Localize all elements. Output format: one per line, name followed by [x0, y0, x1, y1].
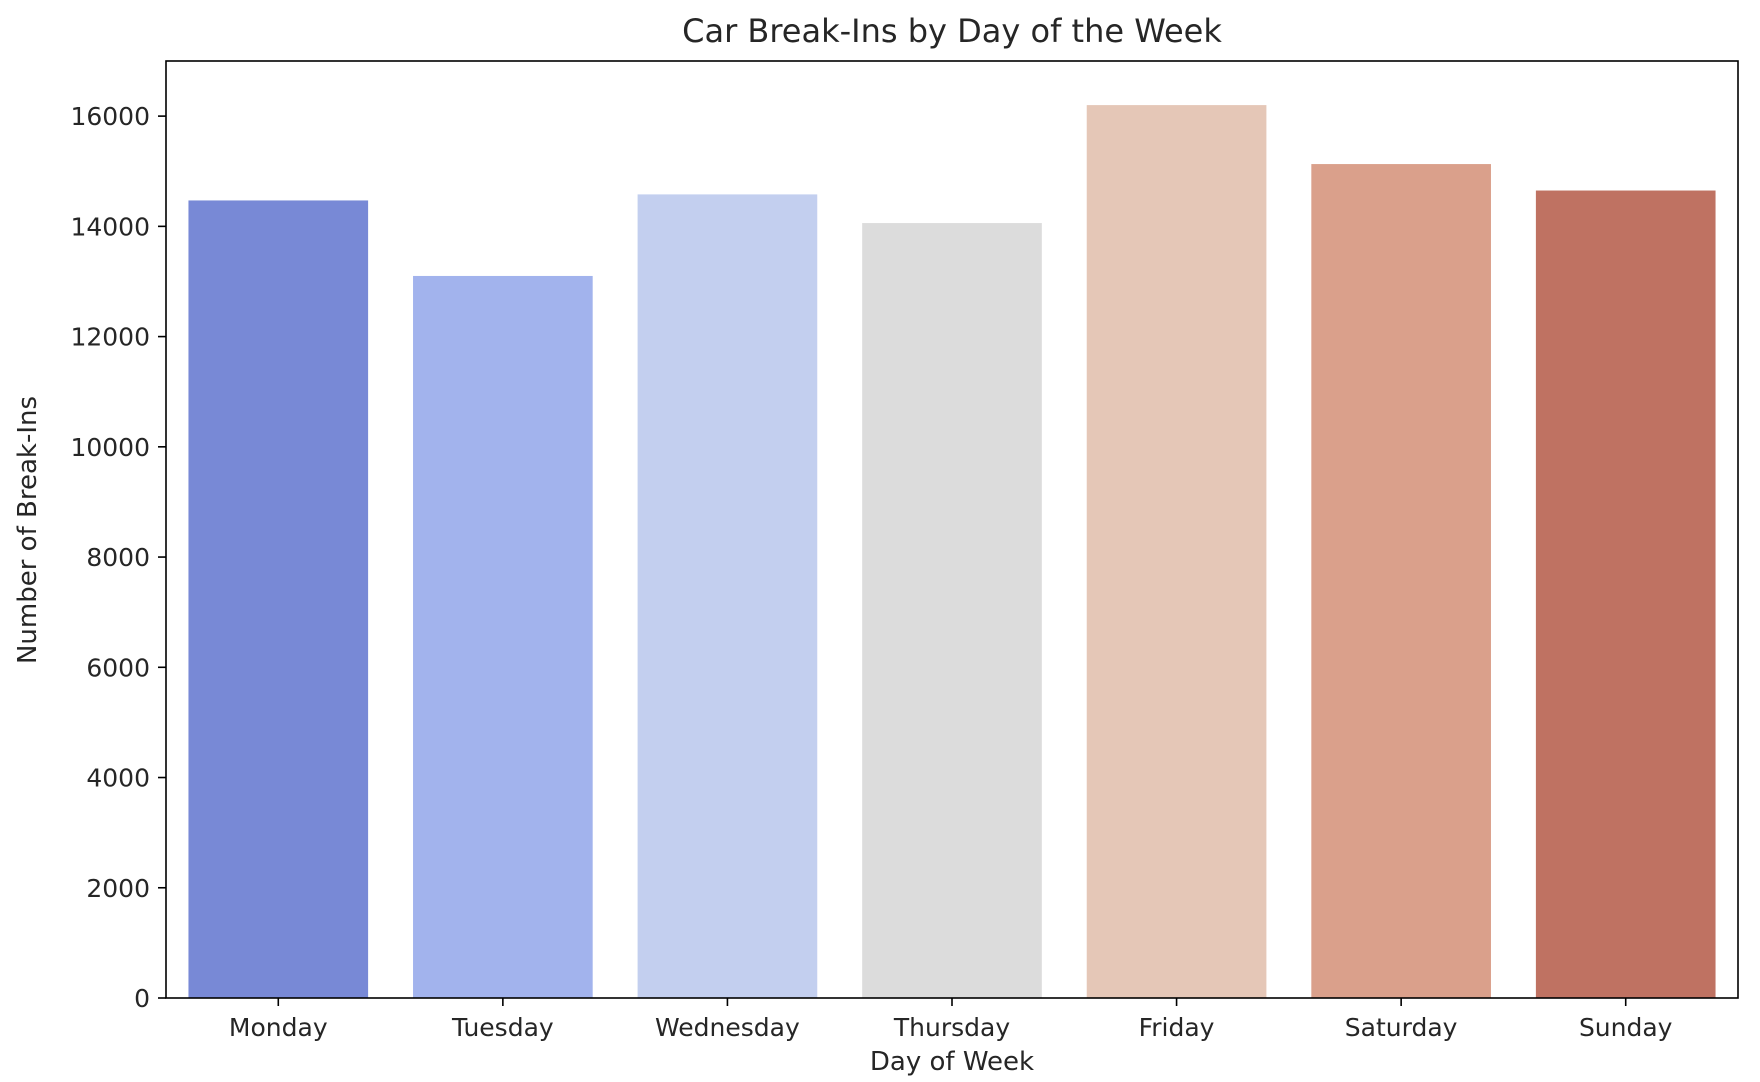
bar-sunday	[1535, 190, 1716, 998]
y-tick-label-2000: 2000	[86, 874, 150, 903]
x-tick-label-tuesday: Tuesday	[451, 1013, 554, 1042]
y-tick-label-12000: 12000	[70, 323, 150, 352]
bar-friday	[1086, 105, 1267, 998]
x-tick-label-monday: Monday	[229, 1013, 328, 1042]
y-tick-label-0: 0	[134, 984, 150, 1013]
bar-saturday	[1311, 164, 1491, 998]
bar-tuesday	[413, 275, 593, 998]
x-tick-label-sunday: Sunday	[1579, 1013, 1673, 1042]
y-axis-label: Number of Break-Ins	[13, 396, 43, 664]
bar-wednesday	[637, 194, 818, 998]
bar-thursday	[862, 223, 1042, 998]
y-tick-label-6000: 6000	[86, 653, 150, 682]
x-tick-label-saturday: Saturday	[1345, 1013, 1458, 1042]
x-tick-label-thursday: Thursday	[893, 1013, 1010, 1042]
x-axis: Monday Tuesday Wednesday Thursday Friday Satu…	[229, 998, 1673, 1042]
y-tick-label-14000: 14000	[70, 212, 150, 241]
y-tick-label-10000: 10000	[70, 433, 150, 462]
y-axis: 0 2000 4000 6000 8000 10000 12000 14000 16000	[70, 102, 166, 1013]
x-tick-label-friday: Friday	[1139, 1013, 1215, 1042]
y-tick-label-8000: 8000	[86, 543, 150, 572]
x-tick-label-wednesday: Wednesday	[655, 1013, 800, 1042]
bar-monday	[188, 200, 369, 999]
chart-title: Car Break-Ins by Day of the Week	[682, 12, 1222, 50]
y-tick-label-16000: 16000	[70, 102, 150, 131]
plot-frame	[165, 60, 1739, 999]
bars-group	[188, 105, 1716, 999]
y-tick-label-4000: 4000	[86, 764, 150, 793]
x-axis-label: Day of Week	[870, 1047, 1034, 1077]
